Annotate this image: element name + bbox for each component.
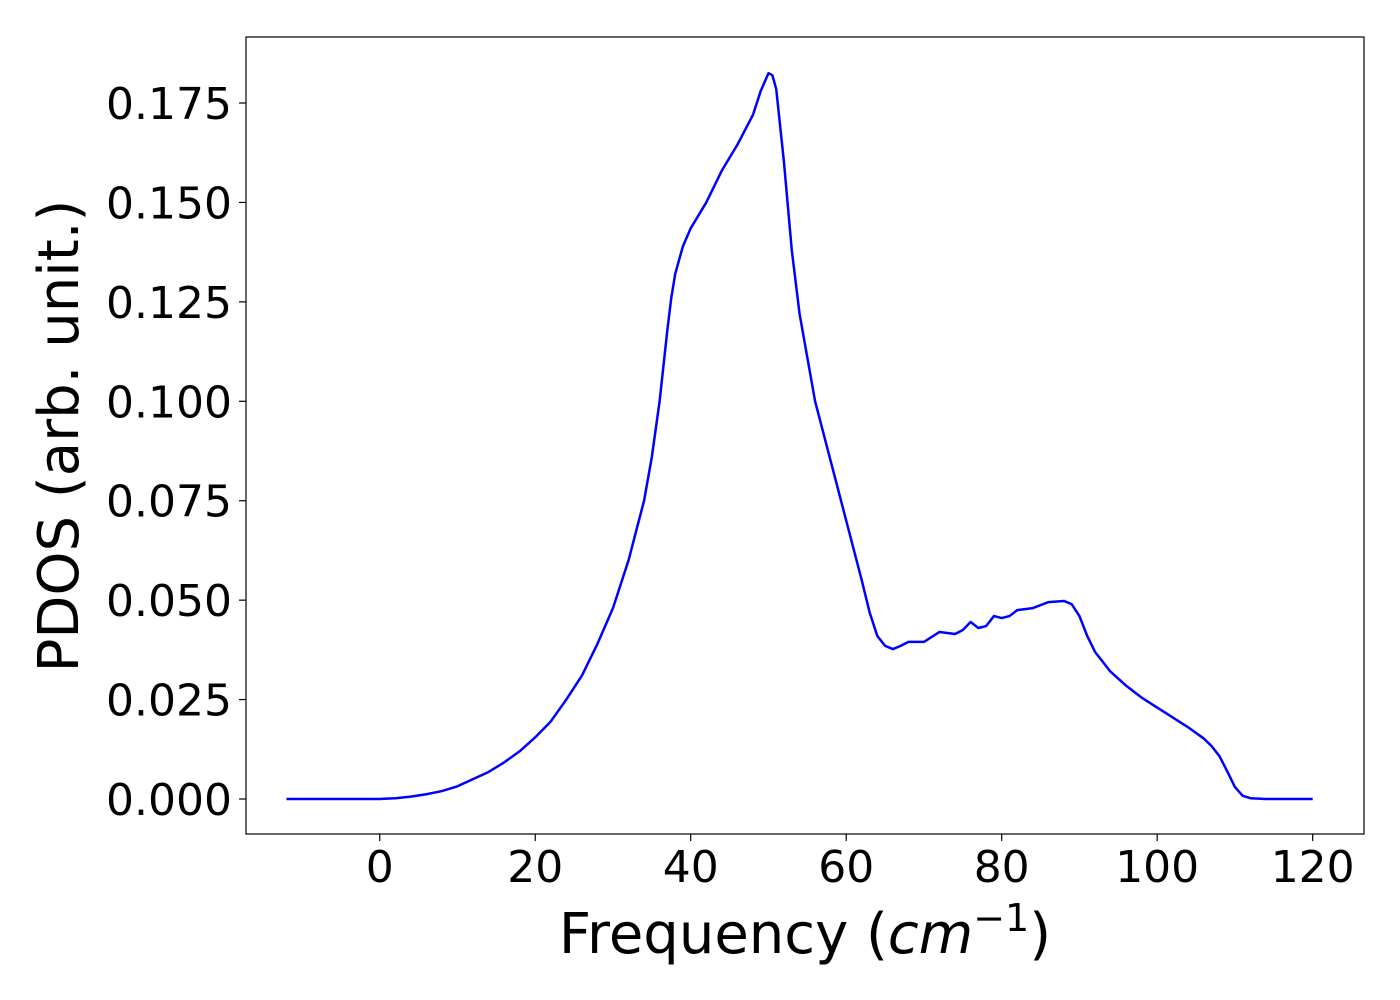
data-line: [286, 71, 1313, 801]
y-tick-label: 0.125: [106, 278, 232, 329]
x-tick-label: 120: [1271, 842, 1355, 893]
y-tick-label: 0.150: [106, 178, 232, 229]
x-axis-label: Frequency (cm−1): [559, 896, 1051, 967]
y-axis-label: PDOS (arb. unit.): [27, 200, 92, 673]
x-tick-label: 100: [1115, 842, 1199, 893]
y-tick-label: 0.000: [106, 775, 232, 826]
y-tick-label: 0.075: [106, 477, 232, 528]
x-tick-label: 80: [974, 842, 1030, 893]
x-tick-label: 40: [663, 842, 719, 893]
x-tick-label: 20: [507, 842, 563, 893]
y-tick-label: 0.050: [106, 576, 232, 627]
y-tick-label: 0.025: [106, 676, 232, 727]
x-tick-label: 0: [366, 842, 394, 893]
x-tick-label: 60: [818, 842, 874, 893]
y-tick-label: 0.175: [106, 79, 232, 130]
y-tick-label: 0.100: [106, 377, 232, 428]
plot-frame: [245, 36, 1365, 835]
